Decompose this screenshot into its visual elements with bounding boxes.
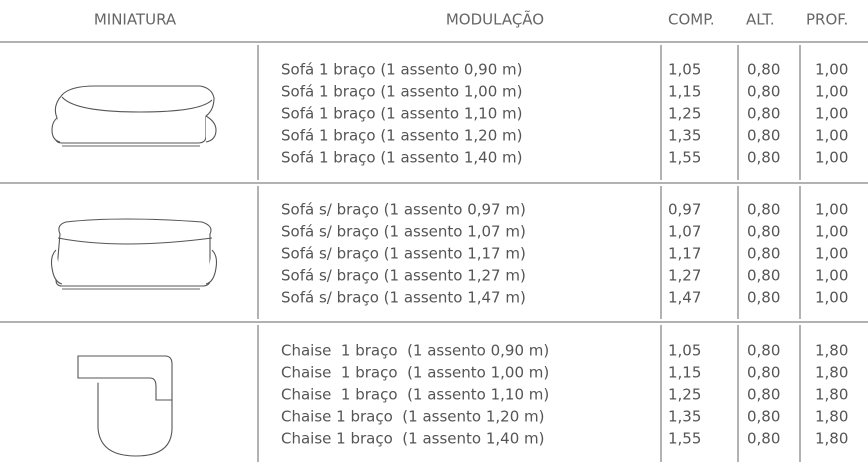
dimension-cell: 1,55 <box>668 149 701 167</box>
dimension-cell: 1,00 <box>815 201 848 219</box>
dimension-cell: 1,47 <box>668 289 701 307</box>
dimension-cell: 0,80 <box>747 386 780 404</box>
dimension-cell: 1,80 <box>815 430 848 448</box>
modulation-cell: Chaise 1 braço (1 assento 1,10 m) <box>281 386 549 404</box>
column-header: MINIATURA <box>94 11 177 29</box>
dimension-cell: 0,80 <box>747 245 780 263</box>
dimension-cell: 1,00 <box>815 61 848 79</box>
dimension-cell: 1,00 <box>815 83 848 101</box>
dimension-cell: 1,35 <box>668 127 701 145</box>
dimension-cell: 0,80 <box>747 408 780 426</box>
column-header: PROF. <box>806 11 848 29</box>
dimension-cell: 1,35 <box>668 408 701 426</box>
dimension-cell: 1,00 <box>815 127 848 145</box>
dimension-cell: 1,00 <box>815 149 848 167</box>
dimension-cell: 1,15 <box>668 364 701 382</box>
dimension-cell: 1,27 <box>668 267 701 285</box>
modulation-cell: Sofá s/ braço (1 assento 1,47 m) <box>281 289 526 307</box>
dimension-cell: 1,80 <box>815 408 848 426</box>
modulation-cell: Sofá 1 braço (1 assento 1,40 m) <box>281 149 523 167</box>
dimension-cell: 1,00 <box>815 245 848 263</box>
column-header: COMP. <box>668 11 715 29</box>
dimension-cell: 0,80 <box>747 61 780 79</box>
column-header: MODULAÇÃO <box>446 10 544 29</box>
dimension-cell: 1,17 <box>668 245 701 263</box>
dimension-cell: 0,80 <box>747 105 780 123</box>
dimension-cell: 1,80 <box>815 342 848 360</box>
modulation-cell: Sofá 1 braço (1 assento 0,90 m) <box>281 61 523 79</box>
modulation-cell: Sofá s/ braço (1 assento 1,07 m) <box>281 223 526 241</box>
column-header: ALT. <box>746 11 775 29</box>
dimension-cell: 0,80 <box>747 364 780 382</box>
dimension-cell: 0,80 <box>747 289 780 307</box>
modulation-cell: Sofá 1 braço (1 assento 1,10 m) <box>281 105 523 123</box>
dimension-cell: 1,05 <box>668 342 701 360</box>
dimension-cell: 1,00 <box>815 105 848 123</box>
dimension-cell: 1,05 <box>668 61 701 79</box>
icon-sofa-one-arm <box>51 85 217 147</box>
dimension-cell: 1,07 <box>668 223 701 241</box>
dimension-cell: 0,80 <box>747 149 780 167</box>
modulation-cell: Chaise 1 braço (1 assento 0,90 m) <box>281 342 549 360</box>
modulation-cell: Chaise 1 braço (1 assento 1,00 m) <box>281 364 549 382</box>
dimension-cell: 0,80 <box>747 83 780 101</box>
dimension-cell: 0,80 <box>747 267 780 285</box>
dimension-cell: 0,80 <box>747 223 780 241</box>
dimension-cell: 0,97 <box>668 201 701 219</box>
dimension-cell: 1,00 <box>815 267 848 285</box>
dimension-cell: 0,80 <box>747 127 780 145</box>
dimension-cell: 1,15 <box>668 83 701 101</box>
modulation-cell: Chaise 1 braço (1 assento 1,20 m) <box>281 408 544 426</box>
modulation-cell: Sofá s/ braço (1 assento 0,97 m) <box>281 201 526 219</box>
modulation-cell: Chaise 1 braço (1 assento 1,40 m) <box>281 430 544 448</box>
modulation-cell: Sofá 1 braço (1 assento 1,20 m) <box>281 127 523 145</box>
dimension-cell: 0,80 <box>747 201 780 219</box>
dimension-cell: 1,00 <box>815 223 848 241</box>
dimension-cell: 0,80 <box>747 342 780 360</box>
dimension-cell: 0,80 <box>747 430 780 448</box>
modulation-cell: Sofá 1 braço (1 assento 1,00 m) <box>281 83 523 101</box>
dimension-cell: 1,25 <box>668 386 701 404</box>
modulation-cell: Sofá s/ braço (1 assento 1,27 m) <box>281 267 526 285</box>
modulation-cell: Sofá s/ braço (1 assento 1,17 m) <box>281 245 526 263</box>
dimension-cell: 1,80 <box>815 364 848 382</box>
dimension-cell: 1,25 <box>668 105 701 123</box>
icon-sofa-no-arm <box>50 218 218 290</box>
dimension-cell: 1,00 <box>815 289 848 307</box>
dimension-cell: 1,55 <box>668 430 701 448</box>
dimension-cell: 1,80 <box>815 386 848 404</box>
icon-chaise <box>77 355 173 457</box>
